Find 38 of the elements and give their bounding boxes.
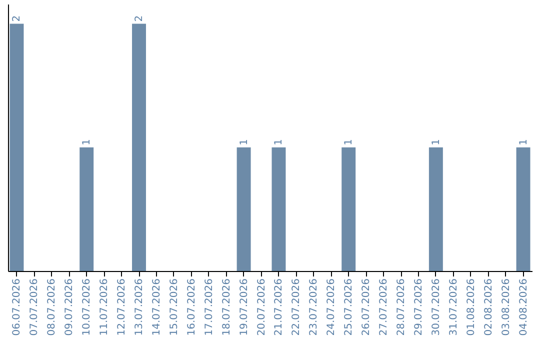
x-tick-label: 27.07.2026 (378, 278, 390, 336)
x-tick-label: 24.07.2026 (326, 278, 338, 336)
x-tick-label: 20.07.2026 (256, 278, 268, 336)
x-tick-label: 21.07.2026 (274, 278, 285, 336)
x-tick-label: 02.08.2026 (483, 278, 494, 336)
x-tick-label: 10.07.2026 (82, 278, 93, 336)
data-label: 1 (82, 139, 93, 146)
data-label: 1 (238, 139, 250, 146)
x-tick-label: 15.07.2026 (168, 278, 180, 336)
x-tick-label: 08.07.2026 (46, 278, 58, 336)
data-label: 1 (430, 139, 442, 146)
data-label: 1 (518, 139, 530, 146)
x-tick-label: 22.07.2026 (291, 278, 302, 336)
x-tick-label: 23.07.2026 (308, 278, 320, 336)
x-tick-label: 14.07.2026 (151, 278, 162, 336)
x-tick-label: 28.07.2026 (396, 278, 407, 336)
x-tick-label: 16.07.2026 (186, 278, 198, 336)
x-tick-label: 07.07.2026 (29, 278, 40, 336)
x-tick-label: 18.07.2026 (221, 278, 232, 336)
x-tick-label: 01.08.2026 (466, 278, 477, 336)
x-tick-label: 25.07.2026 (344, 278, 355, 336)
x-tick-label: 09.07.2026 (64, 278, 76, 336)
x-tick-label: 11.07.2026 (99, 278, 110, 336)
x-tick-label: 12.07.2026 (116, 278, 128, 336)
x-tick-label: 29.07.2026 (413, 278, 424, 336)
x-tick-label: 06.07.2026 (12, 278, 23, 336)
x-tick-label: 30.07.2026 (430, 278, 442, 336)
data-label: 2 (134, 15, 145, 22)
x-tick-label: 17.07.2026 (204, 278, 215, 336)
data-label: 2 (12, 15, 23, 22)
data-label: 1 (344, 139, 355, 146)
x-tick-label: 13.07.2026 (134, 278, 145, 336)
x-tick-label: 31.07.2026 (448, 278, 460, 336)
x-tick-label: 19.07.2026 (238, 278, 250, 336)
x-tick-label: 26.07.2026 (361, 278, 372, 336)
data-label: 1 (274, 139, 285, 146)
x-tick-label: 03.08.2026 (500, 278, 512, 336)
x-tick-label: 04.08.2026 (518, 278, 530, 336)
